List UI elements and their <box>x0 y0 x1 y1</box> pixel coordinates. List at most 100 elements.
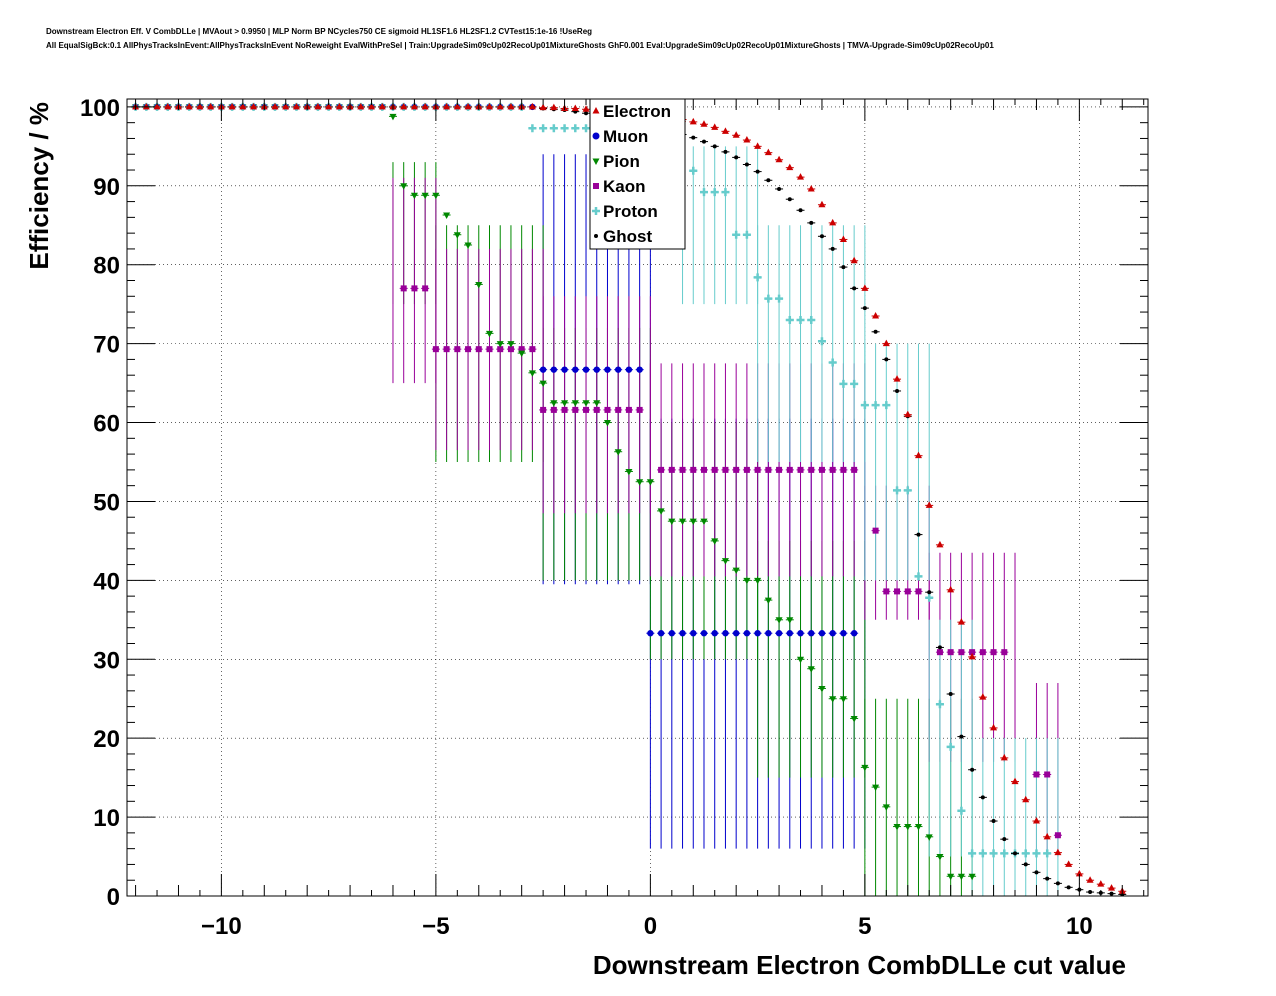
electron-point <box>1032 817 1040 824</box>
legend-marker-kaon <box>593 183 599 189</box>
data-markers <box>131 102 1127 897</box>
x-tick-label: 5 <box>858 913 871 940</box>
electron-point <box>925 501 933 508</box>
pion-point <box>764 597 772 605</box>
y-tick-label: 10 <box>93 805 120 832</box>
electron-point <box>689 117 697 125</box>
pion-point <box>561 400 569 407</box>
pion-point <box>721 558 729 565</box>
pion-point <box>528 370 536 377</box>
electron-point <box>1011 777 1019 785</box>
pion-point <box>443 212 451 219</box>
electron-point <box>1000 753 1008 761</box>
electron-point <box>732 131 740 138</box>
pion-point <box>518 350 526 358</box>
pion-point <box>743 577 751 585</box>
electron-point <box>378 102 386 110</box>
electron-point <box>936 540 944 548</box>
pion-point <box>893 824 901 831</box>
electron-point <box>196 102 204 110</box>
pion-point <box>410 192 418 200</box>
electron-point <box>797 173 805 180</box>
electron-point <box>775 155 783 163</box>
electron-point <box>443 102 451 110</box>
electron-point <box>743 136 751 143</box>
y-tick-label: 80 <box>93 253 120 280</box>
electron-point <box>990 723 998 731</box>
electron-point <box>271 102 279 110</box>
legend-label-kaon: Kaon <box>603 177 646 196</box>
pion-point <box>421 192 429 200</box>
pion-point <box>668 518 676 526</box>
pion-point <box>754 577 762 585</box>
pion-point <box>882 804 890 811</box>
electron-point <box>228 102 236 110</box>
pion-point <box>700 518 708 526</box>
y-tick-label: 20 <box>93 726 120 753</box>
electron-point <box>239 102 247 110</box>
pion-point <box>839 696 847 703</box>
pion-point <box>904 824 912 831</box>
electron-point <box>485 102 493 110</box>
legend-marker-ghost <box>594 234 598 238</box>
electron-point <box>904 410 912 418</box>
electron-point <box>1043 832 1051 840</box>
electron-point <box>882 339 890 347</box>
legend-label-proton: Proton <box>603 202 658 221</box>
electron-point <box>571 104 579 111</box>
y-tick-label: 0 <box>107 884 120 911</box>
pion-point <box>614 449 622 456</box>
pion-point <box>496 341 504 348</box>
electron-point <box>1097 880 1105 887</box>
y-tick-label: 100 <box>80 95 120 122</box>
pion-point <box>829 696 837 703</box>
pion-point <box>968 873 976 881</box>
pion-point <box>453 232 461 239</box>
pion-point <box>389 113 397 121</box>
electron-point <box>325 102 333 110</box>
pion-point <box>646 479 654 486</box>
pion-point <box>507 341 515 348</box>
chart-title-line-2: All EqualSigBck:0.1 AllPhysTracksInEvent… <box>46 41 994 50</box>
electron-point <box>496 102 504 110</box>
pion-point <box>593 400 601 407</box>
pion-point <box>400 183 408 190</box>
pion-point <box>539 380 547 388</box>
electron-point <box>142 102 150 110</box>
electron-point <box>153 102 161 110</box>
x-axis-title: Downstream Electron CombDLLe cut value <box>593 950 1126 980</box>
pion-point <box>689 518 697 526</box>
electron-point <box>807 184 815 192</box>
electron-point <box>893 375 901 382</box>
y-tick-label: 90 <box>93 174 120 201</box>
electron-point <box>464 102 472 110</box>
pion-point <box>625 468 633 476</box>
electron-point <box>818 200 826 208</box>
error-bands <box>392 146 1059 896</box>
electron-point <box>164 102 172 110</box>
electron-point <box>764 148 772 156</box>
legend-label-ghost: Ghost <box>603 227 652 246</box>
electron-point <box>721 127 729 134</box>
x-tick-label: 10 <box>1066 913 1093 940</box>
electron-point <box>292 102 300 110</box>
x-tick-label: −10 <box>201 913 242 940</box>
pion-point <box>872 784 880 792</box>
pion-point <box>947 873 955 881</box>
pion-point <box>786 617 794 624</box>
electron-point <box>357 102 365 110</box>
pion-point <box>925 834 933 841</box>
pion-point <box>432 192 440 200</box>
electron-point <box>550 103 558 111</box>
pion-point <box>797 656 805 664</box>
x-tick-label: 0 <box>644 913 657 940</box>
electron-point <box>582 105 590 112</box>
electron-point <box>839 235 847 242</box>
pion-point <box>850 715 858 723</box>
electron-point <box>400 102 408 110</box>
electron-point <box>861 284 869 291</box>
legend-marker-pion <box>592 158 600 165</box>
y-tick-label: 70 <box>93 332 120 359</box>
pion-point <box>485 330 493 338</box>
